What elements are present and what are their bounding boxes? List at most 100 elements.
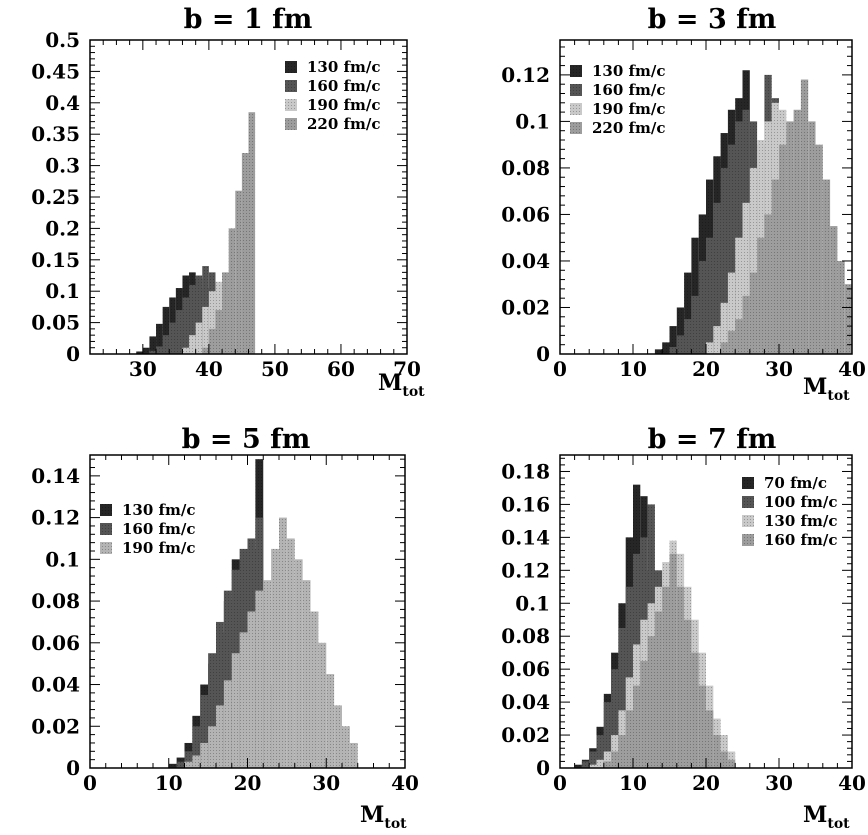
legend-swatch-texture [285, 118, 297, 130]
bar-texture [749, 167, 758, 354]
bar-texture [208, 726, 216, 768]
bar-texture [189, 335, 196, 354]
x-tick-label: 40 [391, 771, 419, 795]
bar-texture [223, 590, 232, 768]
bar-texture [713, 326, 721, 354]
y-tick-label: 0.25 [31, 185, 80, 209]
bar-texture [779, 144, 787, 354]
bar-texture [633, 685, 641, 768]
y-tick-label: 0 [536, 342, 550, 366]
bar-texture [618, 627, 626, 768]
x-tick-label: 40 [838, 357, 866, 381]
y-tick-label: 0.15 [31, 248, 80, 272]
bar-texture [625, 710, 633, 768]
legend-swatch-texture [742, 515, 754, 527]
bar-texture [691, 295, 699, 354]
bar-texture [223, 680, 232, 768]
legend-swatch-texture [742, 496, 754, 508]
bar-texture [822, 179, 831, 354]
legend-swatch-texture [570, 65, 582, 77]
y-tick-label: 0.2 [45, 216, 80, 240]
series-220-fm-c [720, 79, 852, 355]
legend-label: 220 fm/c [592, 119, 665, 137]
bar-texture [228, 228, 236, 354]
legend-swatch-texture [570, 122, 582, 134]
bar-texture [581, 761, 590, 768]
x-axis-label: Mtot [803, 802, 850, 832]
legend-swatch-texture [285, 80, 297, 92]
bar-texture [279, 517, 287, 768]
x-tick-label: 0 [553, 771, 567, 795]
y-tick-label: 0.02 [31, 714, 80, 738]
y-tick-label: 0 [536, 756, 550, 780]
bar-texture [837, 260, 845, 354]
legend-swatch-texture [285, 99, 297, 111]
bar-texture [208, 291, 216, 354]
legend-label: 100 fm/c [764, 493, 837, 511]
bar-texture [830, 226, 838, 354]
x-tick-label: 60 [327, 357, 355, 381]
panel-title: b = 1 fm [184, 4, 313, 35]
bar-texture [241, 153, 249, 354]
legend-label: 130 fm/c [592, 62, 665, 80]
y-tick-label: 0.06 [501, 657, 550, 681]
x-tick-label: 40 [838, 771, 866, 795]
bar-texture [142, 347, 150, 354]
bar-texture [136, 351, 143, 354]
bar-texture [720, 342, 728, 354]
bar-texture [182, 297, 190, 354]
bar-texture [676, 586, 685, 768]
bar-texture [786, 121, 794, 354]
bar-texture [720, 302, 728, 354]
bar-texture [231, 653, 240, 768]
bar-texture [208, 328, 216, 354]
legend-label: 190 fm/c [307, 96, 380, 114]
bar-texture [302, 580, 311, 768]
bar-texture [676, 335, 685, 354]
bar-texture [684, 619, 692, 768]
y-tick-label: 0.04 [501, 249, 550, 273]
x-tick-label: 20 [234, 771, 262, 795]
bar-texture [195, 322, 203, 354]
bar-texture [596, 735, 604, 768]
x-tick-label: 10 [619, 357, 647, 381]
bar-texture [169, 322, 176, 354]
y-tick-label: 0.3 [45, 154, 80, 178]
x-tick-label: 10 [619, 771, 647, 795]
bar-texture [589, 764, 597, 768]
legend-swatch-texture [742, 534, 754, 546]
y-tick-label: 0.5 [45, 28, 80, 52]
bar-texture [735, 237, 743, 354]
bar-texture [720, 167, 728, 354]
x-tick-label: 30 [765, 771, 793, 795]
bar-texture [162, 335, 170, 354]
y-tick-label: 0.1 [45, 279, 80, 303]
bar-texture [720, 751, 728, 768]
bar-texture [808, 121, 816, 354]
panel-b1: b = 1 fm 30 40 50 60 70 0 0.05 0.1 0.15 0.2 0.25 0.… [31, 4, 425, 400]
bar-texture [727, 272, 736, 354]
bar-texture [156, 323, 163, 354]
bar-texture [706, 342, 714, 354]
y-tick-label: 0.08 [501, 156, 550, 180]
bar-texture [168, 763, 177, 768]
x-tick-label: 0 [553, 357, 567, 381]
legend-label: 70 fm/c [764, 474, 827, 492]
legend-label: 160 fm/c [764, 531, 837, 549]
y-tick-label: 0.4 [45, 91, 80, 115]
legend-swatch-texture [570, 103, 582, 115]
bar-texture [662, 586, 670, 768]
bar-texture [294, 559, 303, 768]
bar-texture [676, 307, 685, 354]
bar-texture [771, 179, 779, 354]
legend-swatch-texture [100, 523, 112, 535]
bar-texture [815, 144, 823, 354]
bar-texture [184, 761, 193, 768]
x-tick-label: 50 [261, 357, 289, 381]
legend-label: 160 fm/c [122, 520, 195, 538]
bar-texture [189, 284, 196, 354]
